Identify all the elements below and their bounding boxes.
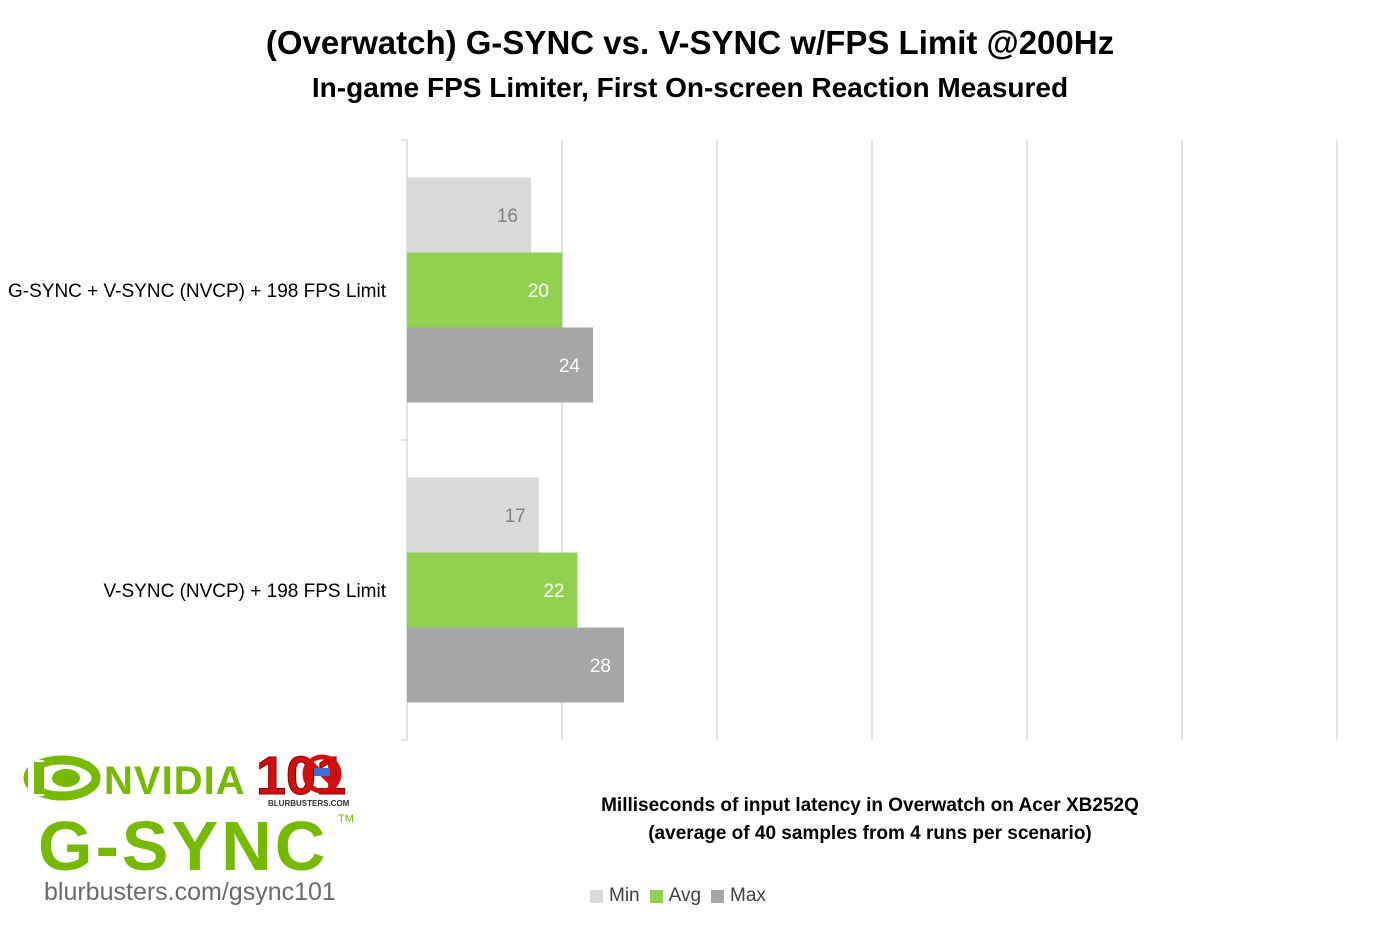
nvidia-eye-icon [23, 755, 101, 801]
logo-url: blurbusters.com/gsync101 [44, 878, 336, 906]
bar-min [407, 477, 539, 553]
bar-avg [407, 252, 562, 328]
chart-subtitle: In-game FPS Limiter, First On-screen Rea… [311, 72, 1069, 103]
legend-item-min: Min [590, 885, 640, 907]
category-label: V-SYNC (NVCP) + 198 FPS Limit [104, 581, 387, 602]
legend: Min Avg Max [590, 884, 766, 908]
legend-swatch-avg [649, 889, 663, 903]
x-axis-label-line-2: (average of 40 samples from 4 runs per s… [648, 823, 1092, 844]
bar-avg [407, 552, 578, 628]
legend-label-avg: Avg [668, 885, 702, 906]
category-label: G-SYNC + V-SYNC (NVCP) + 198 FPS Limit [8, 281, 387, 302]
data-label: 24 [559, 356, 581, 377]
bar-max [407, 327, 593, 403]
legend-item-avg: Avg [649, 885, 702, 907]
no-sign-icon [302, 754, 342, 794]
legend-swatch-max [711, 889, 725, 903]
data-label: 20 [528, 281, 549, 302]
nvidia-gsync-logo: NVIDIA 101 BLURBUSTERS.COM G-SYNC TM [23, 746, 354, 880]
chart-title: (Overwatch) G-SYNC vs. V-SYNC w/FPS Limi… [265, 24, 1115, 61]
gsync-wordmark: G-SYNC [38, 807, 328, 880]
bar-min [407, 177, 531, 253]
bar-chart: 020406080100120G-SYNC + V-SYNC (NVCP) + … [8, 139, 1338, 741]
legend-item-max: Max [711, 885, 766, 907]
x-axis-label: Milliseconds of input latency in Overwat… [520, 792, 1220, 848]
bar-max [407, 627, 624, 703]
data-label: 22 [543, 581, 564, 602]
trademark: TM [338, 813, 354, 825]
x-axis-label-line-1: Milliseconds of input latency in Overwat… [601, 795, 1139, 816]
data-label: 16 [497, 206, 518, 227]
legend-label-max: Max [730, 885, 766, 906]
legend-swatch-min [590, 889, 603, 903]
data-label: 28 [590, 656, 611, 677]
badge-subtext: BLURBUSTERS.COM [268, 799, 350, 808]
legend-label-min: Min [609, 885, 640, 906]
badge-101: 101 [256, 746, 346, 806]
data-label: 17 [505, 506, 526, 527]
nvidia-wordmark: NVIDIA [104, 759, 246, 803]
